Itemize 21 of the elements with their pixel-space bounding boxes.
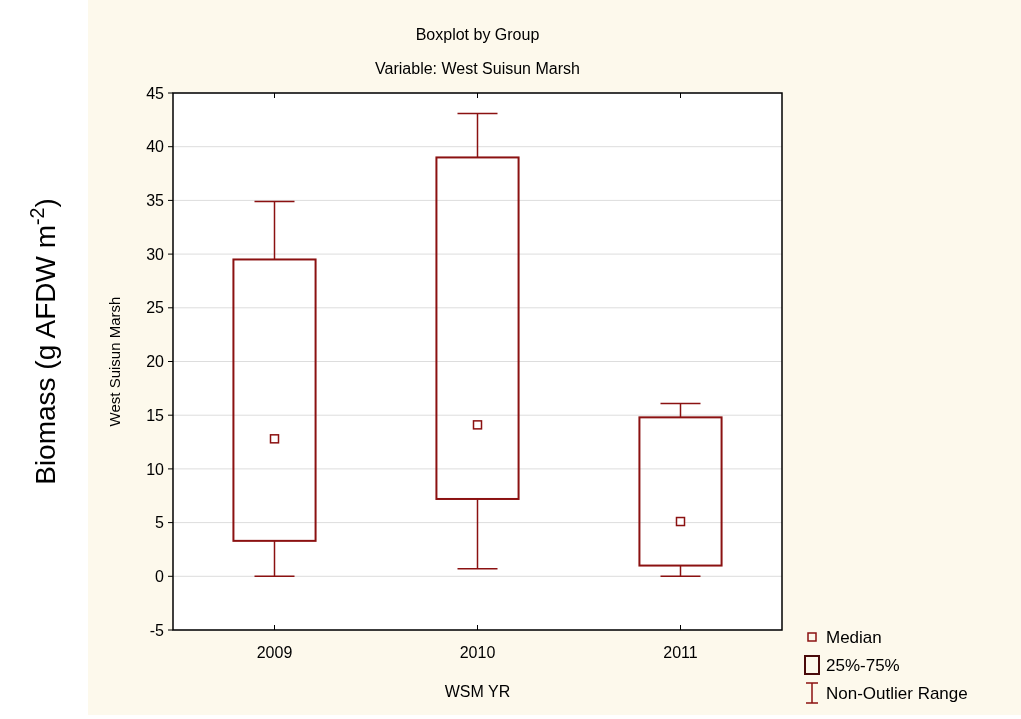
x-tick-label: 2010 [459,644,496,661]
y-tick-label: 15 [146,406,165,424]
y-tick-label: 45 [146,84,165,102]
y-tick-label: 30 [146,245,165,263]
y-axis-title: West Suisun Marsh [106,296,123,427]
x-tick-label: 2011 [663,644,698,661]
text: Non-Outlier Range [826,683,968,703]
y-tick-label: 40 [146,138,165,156]
y-tick-label: -5 [149,621,165,639]
y-tick-label: 25 [146,299,165,317]
x-tick-label: 2009 [256,644,293,661]
text: 25%-75% [826,655,900,675]
chart-title: Boxplot by Group [415,26,540,43]
chart-subtitle: Variable: West Suisun Marsh [375,60,580,77]
text: Median [826,627,882,647]
y-tick-label: 10 [146,460,165,478]
y-tick-label: 35 [146,192,165,209]
y-tick-label: 5 [155,514,165,532]
y-tick-label: 20 [146,353,165,371]
x-axis-title: WSM YR [444,683,511,700]
y-tick-label: 0 [155,567,165,585]
